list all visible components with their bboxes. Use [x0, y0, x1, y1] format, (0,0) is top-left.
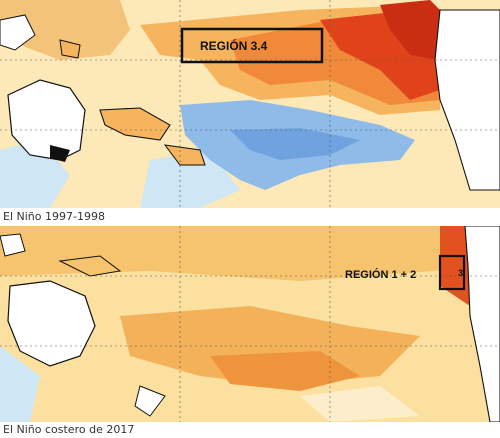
land-island-b: [50, 145, 70, 162]
map-el-nino-1997-1998: REGIÓN 3.4: [0, 0, 500, 208]
land-new-guinea: [58, 255, 122, 277]
region-1-2-box: [438, 254, 466, 291]
land-island-a: [163, 144, 206, 166]
strongest-warm-core: [380, 0, 445, 60]
cold-tongue-core: [230, 128, 360, 160]
caption-map-2: El Niño costero de 2017: [3, 423, 135, 436]
warm-band-north: [0, 226, 500, 281]
graticule: [0, 0, 500, 208]
region-1-2-label: REGIÓN 1 + 2: [345, 268, 416, 281]
region-3-4-label: REGIÓN 3.4: [200, 38, 268, 53]
cool-patch-south: [140, 150, 240, 208]
region-1-2-box-number: 3: [458, 268, 463, 278]
land-new-guinea: [99, 107, 171, 141]
warm-patch-south: [210, 351, 360, 391]
land-south-america: [464, 226, 500, 422]
graticule: [0, 226, 500, 422]
sst-anomaly-map-2: 3 REGIÓN 1 + 2: [0, 226, 500, 422]
land-south-america: [434, 9, 500, 191]
cool-patch-southwest: [0, 346, 40, 422]
sst-anomaly-map-1: REGIÓN 3.4: [0, 0, 500, 208]
land-asia-coast: [0, 14, 36, 51]
land-australia: [7, 79, 86, 161]
region-3-4-box: [180, 27, 324, 64]
warm-patch-northwest: [0, 0, 130, 60]
land-new-zealand: [134, 385, 166, 417]
caption-map-1: El Niño 1997-1998: [3, 210, 105, 223]
land-asia-coast: [0, 233, 26, 257]
land-island-c: [59, 39, 81, 59]
map-el-nino-costero-2017: 3 REGIÓN 1 + 2: [0, 226, 500, 422]
land-australia: [7, 280, 96, 367]
